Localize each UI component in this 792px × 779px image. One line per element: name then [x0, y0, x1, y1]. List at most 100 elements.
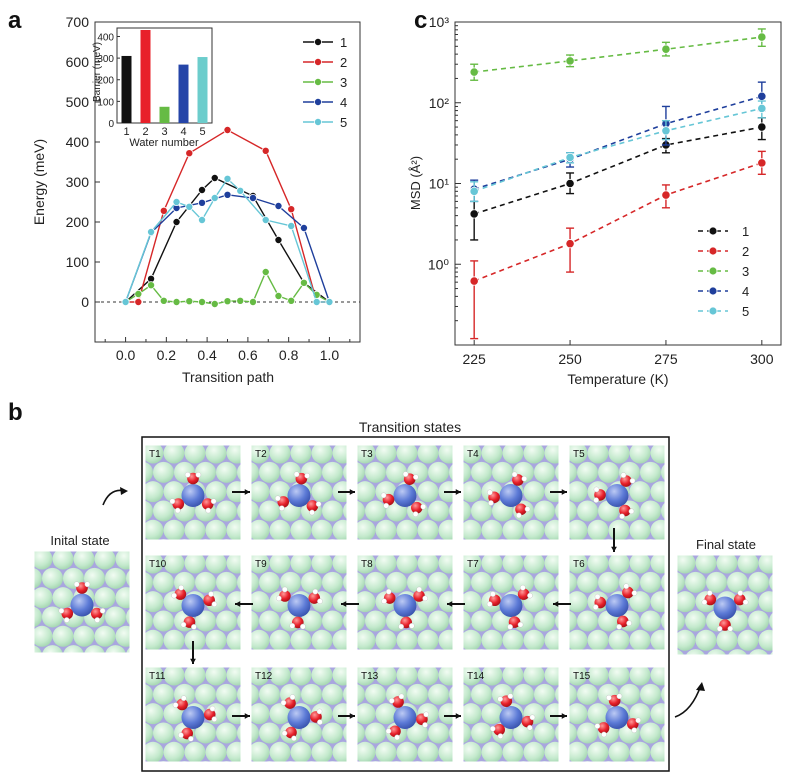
tile-content	[357, 555, 453, 650]
energy-series-3-point	[198, 297, 207, 306]
substrate-atom	[375, 519, 397, 540]
energy-legend-2-label: 2	[340, 55, 347, 70]
substrate-atom	[569, 684, 577, 705]
energy-series-5-line	[124, 177, 330, 303]
tile-content	[463, 445, 559, 540]
oxygen-atom	[90, 607, 103, 620]
hydrogen-atom	[289, 694, 296, 700]
substrate-atom	[481, 629, 503, 650]
substrate-atom	[544, 555, 559, 574]
metal-atom	[287, 594, 311, 617]
substrate-atom	[42, 567, 63, 589]
hydrogen-atom	[291, 735, 297, 742]
energy-series-3-point	[210, 299, 219, 308]
substrate-atom	[216, 571, 237, 593]
energy-legend-2-marker	[313, 58, 322, 67]
substrate-atom	[650, 629, 665, 650]
substrate-atom	[301, 683, 322, 705]
hydrogen-atom	[423, 711, 429, 718]
substrate-atom	[145, 684, 153, 705]
substrate-atom	[481, 519, 503, 540]
substrate-atom	[375, 667, 397, 686]
substrate-atom	[145, 703, 164, 725]
substrate-atom	[677, 610, 685, 632]
hydrogen-atom	[623, 583, 630, 589]
substrate-atom	[677, 555, 696, 574]
substrate-atom	[555, 464, 559, 481]
substrate-atom	[237, 464, 241, 481]
energy-series-5-point	[287, 221, 296, 230]
hydrogen-atom	[422, 722, 428, 728]
final-state-image	[676, 554, 774, 656]
substrate-atom	[343, 612, 347, 630]
substrate-atom	[629, 591, 651, 613]
hydrogen-atom	[171, 592, 177, 599]
substrate-atom	[343, 724, 347, 742]
hydrogen-atom	[388, 697, 395, 704]
substrate-atom	[195, 722, 216, 744]
msd-y-tick-label: 10²	[429, 95, 450, 111]
substrate-atom	[311, 741, 333, 762]
hydrogen-atom	[184, 471, 191, 478]
substrate-atom	[428, 571, 449, 593]
substrate-atom	[481, 703, 503, 725]
substrate-atom	[301, 571, 322, 593]
substrate-atom	[428, 500, 449, 522]
substrate-atom	[438, 519, 453, 540]
msd-legend-2-label: 2	[742, 244, 749, 259]
substrate-atom	[629, 667, 651, 686]
substrate-atom	[417, 445, 439, 464]
metal-atom	[287, 484, 311, 507]
substrate-atom	[396, 629, 418, 650]
substrate-atom	[145, 722, 153, 744]
energy-y-tick-label: 700	[66, 14, 90, 30]
substrate-atom	[105, 567, 126, 589]
tile-content	[569, 555, 665, 650]
substrate-atom	[569, 667, 588, 686]
substrate-atom	[463, 519, 482, 540]
hydrogen-atom	[94, 617, 101, 623]
substrate-atom	[145, 629, 164, 650]
substrate-atom	[184, 629, 206, 650]
energy-legend-1-marker	[313, 38, 322, 47]
substrate-atom	[471, 461, 492, 483]
oxygen-atom	[279, 590, 291, 602]
substrate-atom	[682, 462, 703, 483]
hydrogen-atom	[631, 590, 638, 596]
substrate-atom	[587, 703, 609, 725]
msd-series-5-line	[473, 107, 763, 193]
substrate-atom	[577, 722, 598, 744]
substrate-atom	[682, 423, 703, 444]
hydrogen-atom	[631, 727, 638, 734]
substrate-atom	[365, 722, 386, 744]
oxygen-atom	[619, 504, 631, 517]
substrate-atom	[357, 610, 365, 632]
substrate-atom	[251, 684, 259, 705]
substrate-atom	[42, 606, 63, 628]
substrate-atom	[259, 571, 280, 593]
energy-series-3-point	[248, 297, 257, 306]
metal-atom	[499, 484, 523, 507]
substrate-atom	[463, 629, 482, 650]
substrate-atom	[619, 683, 640, 705]
substrate-atom	[569, 722, 577, 744]
inset-bar-3	[159, 106, 170, 123]
hydrogen-atom	[706, 590, 713, 596]
msd-legend-1-label: 1	[742, 224, 749, 239]
substrate-atom	[470, 761, 491, 779]
substrate-atom	[365, 461, 386, 483]
substrate-atom	[343, 686, 347, 703]
substrate-atom	[290, 629, 312, 650]
substrate-atom	[311, 667, 333, 686]
oxygen-atom	[704, 593, 717, 606]
substrate-atom	[695, 555, 717, 574]
substrate-atom	[237, 574, 241, 591]
substrate-atom	[672, 481, 693, 502]
substrate-atom	[523, 629, 545, 650]
msd-y-tick-label: 10³	[429, 14, 450, 30]
energy-series-3-point	[185, 297, 194, 306]
energy-series-3-point	[236, 296, 245, 305]
transition-state-label: T13	[361, 671, 379, 682]
substrate-atom	[481, 741, 503, 762]
substrate-atom	[396, 445, 418, 464]
